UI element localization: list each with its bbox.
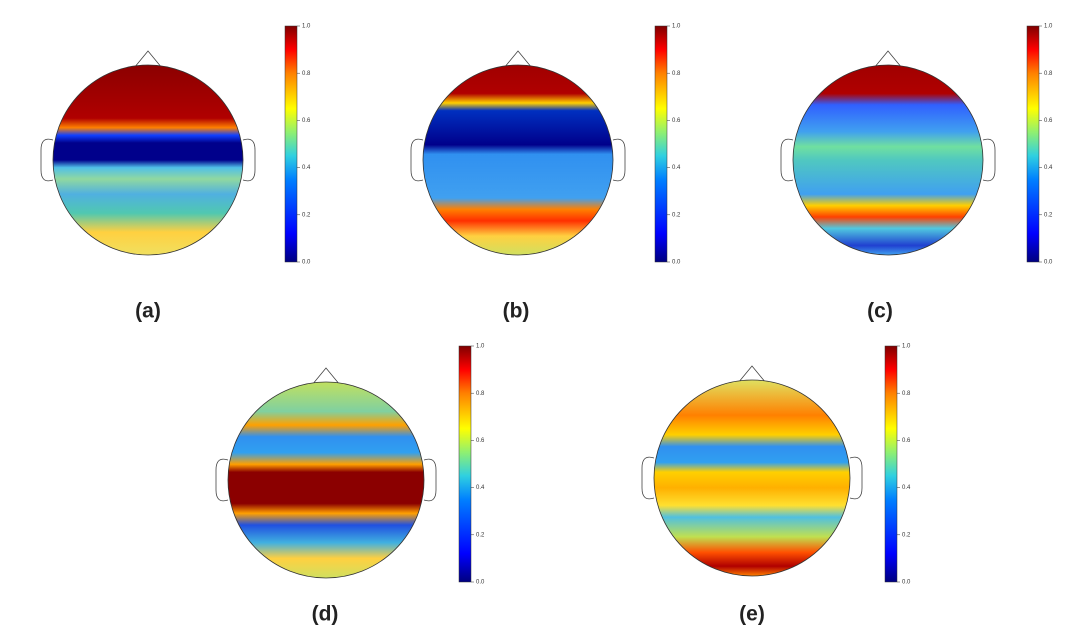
ear [40,138,54,182]
topomap [40,50,256,256]
nose [311,367,341,386]
colorbar-tick-label: 0.6 [1044,118,1053,124]
colorbar-tick-label: 0.0 [902,580,911,586]
nose [503,50,533,69]
ear [849,456,863,500]
colorbar-tick-label: 0.0 [672,260,681,266]
panel-label: (c) [867,300,893,323]
nose [873,50,903,69]
colorbar-tick-label: 0.4 [302,165,311,171]
colorbar-tick-label: 0.0 [476,580,485,586]
head-outline [52,64,244,256]
heatmap [423,65,613,255]
colorbar-tick-label: 0.4 [1044,165,1053,171]
colorbar-tick-label: 0.6 [672,118,681,124]
topomap [410,50,626,256]
panel-label: (b) [503,300,530,323]
colorbar-tick-label: 0.2 [672,212,681,218]
colorbar-tick-label: 0.2 [476,532,485,538]
heatmap [654,380,850,576]
head-outline [422,64,614,256]
colorbar-tick-label: 0.8 [1044,71,1053,77]
topomap [780,50,996,256]
head-outline [653,379,851,577]
colorbar-tick-label: 0.8 [672,71,681,77]
colorbar [1026,25,1040,263]
colorbar-tick-label: 1.0 [476,344,485,350]
ear [242,138,256,182]
ear [982,138,996,182]
colorbar-tick-label: 0.4 [902,485,911,491]
colorbar-tick-label: 1.0 [672,24,681,30]
colorbar [654,25,668,263]
head-outline [227,381,425,579]
colorbar-tick-label: 0.0 [1044,260,1053,266]
colorbar-tick-label: 1.0 [902,344,911,350]
colorbar-tick-label: 0.6 [302,118,311,124]
head-outline [792,64,984,256]
ear [612,138,626,182]
ear [410,138,424,182]
colorbar-tick-label: 0.8 [902,391,911,397]
heatmap [53,65,243,255]
topomap [641,365,863,577]
colorbar-tick-label: 0.2 [1044,212,1053,218]
colorbar [284,25,298,263]
colorbar-tick-label: 0.0 [302,260,311,266]
colorbar-tick-label: 0.6 [902,438,911,444]
colorbar-tick-label: 0.2 [302,212,311,218]
colorbar [884,345,898,583]
colorbar-tick-label: 1.0 [1044,24,1053,30]
ear [641,456,655,500]
ear [215,458,229,502]
heatmap [228,382,424,578]
colorbar-tick-label: 1.0 [302,24,311,30]
colorbar-tick-label: 0.4 [476,485,485,491]
colorbar-tick-label: 0.2 [902,532,911,538]
panel-label: (a) [135,300,161,323]
ear [423,458,437,502]
heatmap [793,65,983,255]
ear [780,138,794,182]
nose [737,365,767,384]
colorbar [458,345,472,583]
colorbar-tick-label: 0.6 [476,438,485,444]
panel-label: (e) [739,603,765,626]
topomap [215,367,437,579]
colorbar-tick-label: 0.4 [672,165,681,171]
colorbar-tick-label: 0.8 [302,71,311,77]
panel-label: (d) [312,603,339,626]
colorbar-tick-label: 0.8 [476,391,485,397]
nose [133,50,163,69]
